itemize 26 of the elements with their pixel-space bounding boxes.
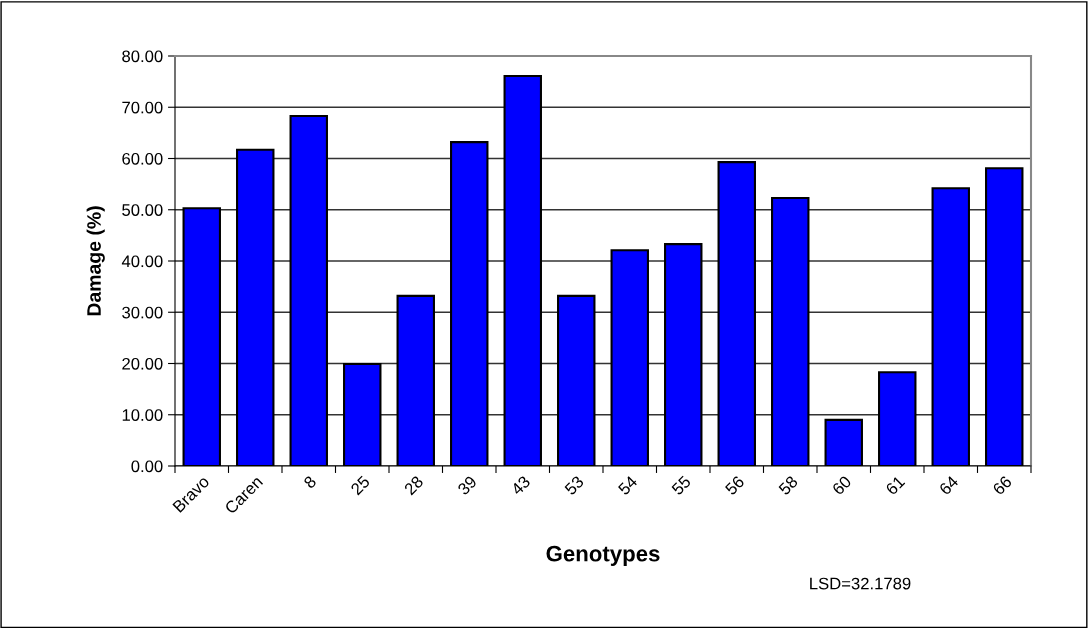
x-tick-label: 55: [671, 475, 692, 496]
y-tick-label: 50.00: [122, 204, 163, 216]
x-tick-label: 56: [724, 475, 745, 496]
x-tick-label: 25: [350, 475, 371, 496]
y-tick-label: 80.00: [122, 50, 163, 63]
y-tick-label: 70.00: [122, 101, 163, 114]
x-tick-label: 60: [831, 475, 852, 496]
x-tick-label: 28: [403, 475, 424, 496]
text: LSD=32.1789: [810, 577, 911, 590]
x-tick-label: 39: [456, 475, 478, 496]
x-tick-label: 66: [992, 475, 1013, 496]
y-tick-label: 60.00: [122, 152, 163, 165]
y-axis-title: Damage (%): [86, 206, 105, 316]
y-tick-label: 40.00: [121, 255, 163, 268]
x-tick-label: 53: [563, 475, 585, 496]
x-axis-title: Genotypes: [546, 545, 660, 566]
x-tick-label: 64: [938, 474, 960, 496]
x-tick-label: 8: [303, 475, 317, 490]
x-tick-label: 58: [777, 475, 799, 496]
y-tick-label: 30.00: [122, 306, 163, 319]
x-tick-label: 61: [885, 475, 906, 496]
y-tick-label: 0.00: [131, 460, 163, 473]
y-tick-label: 20.00: [122, 357, 163, 370]
y-tick-label: 10.00: [122, 409, 163, 421]
x-tick-label: 54: [617, 475, 639, 496]
x-tick-label: 43: [510, 475, 531, 496]
